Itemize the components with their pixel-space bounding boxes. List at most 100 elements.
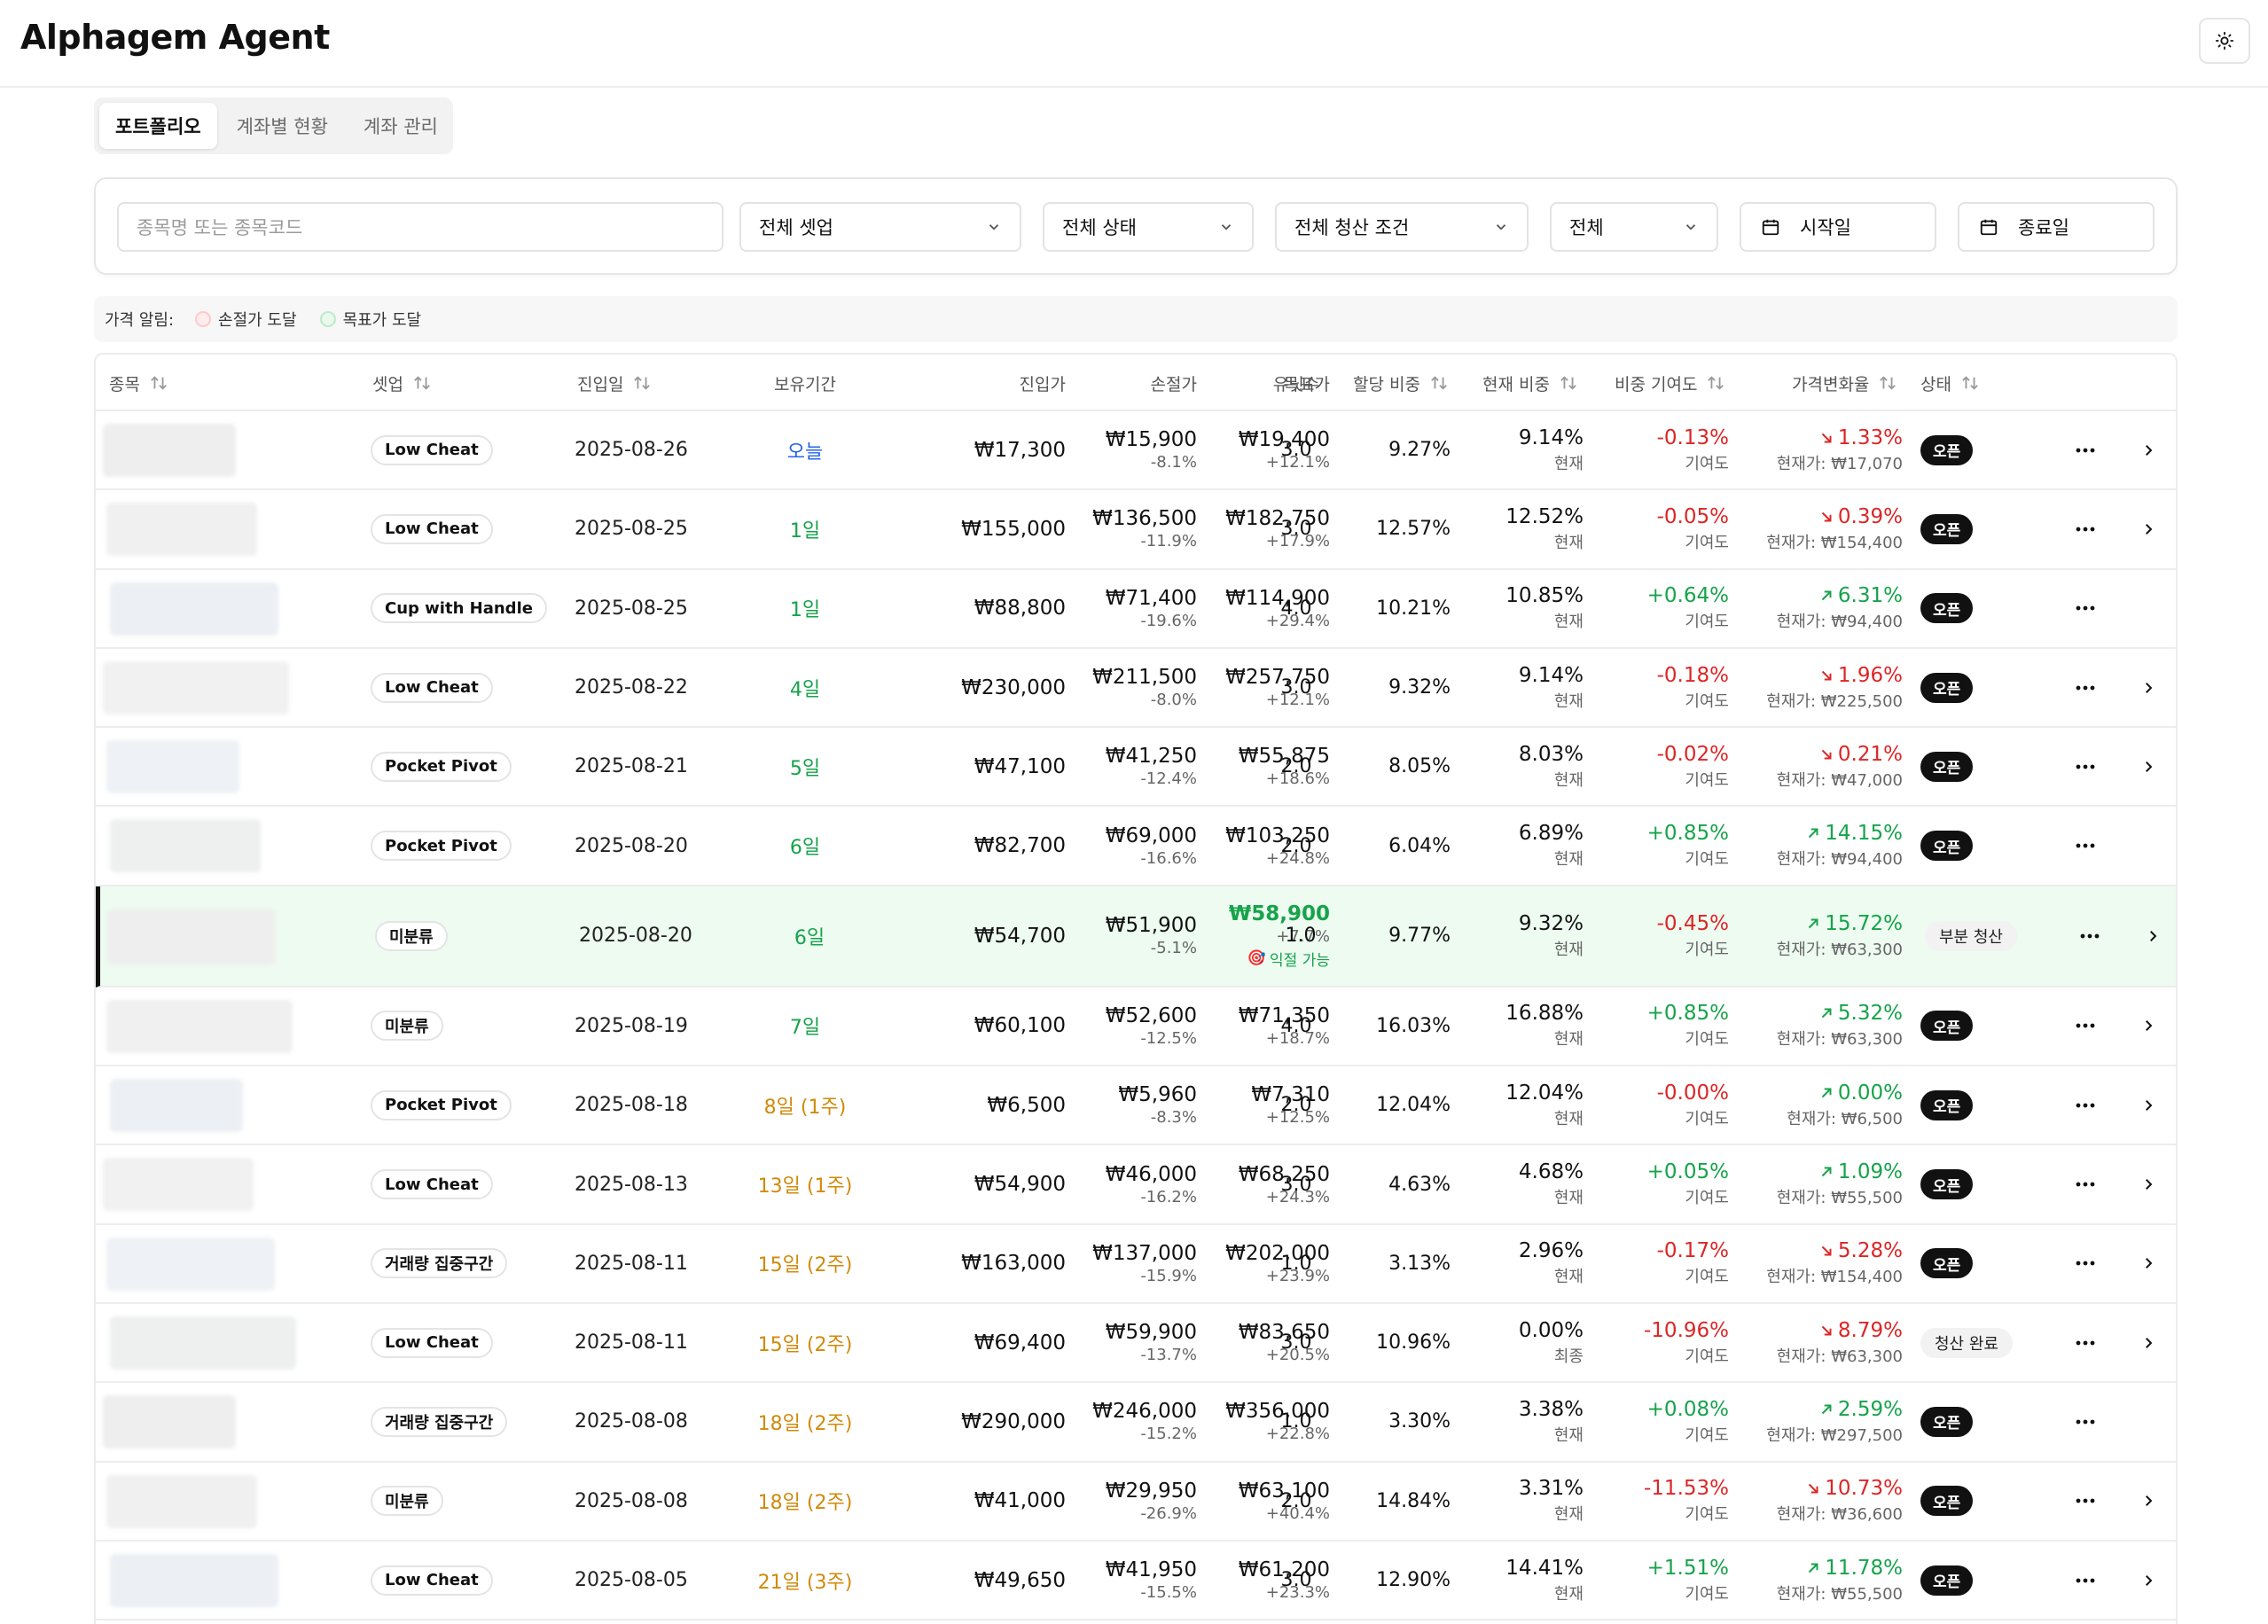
stock-name-cell[interactable]: [100, 886, 357, 986]
stock-name-cell[interactable]: [96, 1145, 353, 1222]
stop-price-cell: ₩5,960 -8.3%: [1118, 1066, 1197, 1144]
status-badge: 청산 완료: [1920, 1327, 2013, 1358]
entry-price: ₩88,800: [974, 597, 1066, 621]
table-row[interactable]: Pocket Pivot 2025-08-20 6일 ₩82,700 ₩69,000 -1…: [96, 807, 2176, 886]
tab-account-status[interactable]: 계좌별 현황: [236, 116, 328, 137]
more-actions-button[interactable]: [2066, 1463, 2105, 1540]
tab-account-management[interactable]: 계좌 관리: [363, 116, 438, 137]
stock-name-cell[interactable]: [96, 1304, 353, 1381]
expand-row-button[interactable]: [2135, 490, 2162, 567]
setup-badge: Low Cheat: [371, 672, 493, 703]
current-weight-label: 현재: [1553, 770, 1584, 790]
table-row[interactable]: Low Cheat 2025-08-11 15일 (2주) ₩69,400 ₩59,90…: [96, 1304, 2176, 1384]
current-weight-label: 현재: [1553, 1268, 1584, 1287]
table-row[interactable]: Pocket Pivot 2025-08-18 8일 (1주) ₩6,500 ₩5,96…: [96, 1066, 2176, 1146]
stock-name-cell[interactable]: [96, 490, 353, 567]
expand-row-button[interactable]: [2135, 649, 2162, 726]
stop-price: ₩136,500: [1092, 507, 1197, 531]
more-actions-button[interactable]: [2066, 1304, 2105, 1381]
target-price-cell: ₩19,400 +12.1%: [1239, 411, 1330, 488]
expand-row-button[interactable]: [2135, 1304, 2162, 1381]
stock-name-cell[interactable]: [96, 1225, 353, 1302]
end-date-picker[interactable]: 종료일: [1958, 202, 2155, 252]
stock-name-cell[interactable]: [96, 570, 353, 647]
table-row[interactable]: Pocket Pivot 2025-08-21 5일 ₩47,100 ₩41,250 -1…: [96, 728, 2176, 808]
current-weight: 9.14%: [1518, 426, 1584, 449]
current-weight-cell: 3.31% 현재: [1519, 1463, 1584, 1540]
expand-row-button[interactable]: [2135, 1463, 2162, 1540]
col-alloc-header[interactable]: 할당 비중: [1353, 355, 1449, 411]
more-actions-button[interactable]: [2066, 1383, 2105, 1460]
allocation-weight: 9.77%: [1388, 925, 1451, 948]
sort-icon: [1960, 374, 1980, 392]
table-row[interactable]: 미분류 2025-08-19 7일 ₩60,100 ₩52,600 -12.5% ₩71,3…: [96, 988, 2176, 1067]
tab-portfolio[interactable]: 포트폴리오: [99, 103, 217, 149]
table-row[interactable]: 미분류 2025-08-20 6일 ₩54,700 ₩51,900 -5.1% ₩58,90…: [96, 886, 2176, 988]
expand-row-button[interactable]: [2135, 988, 2162, 1065]
more-actions-button[interactable]: [2066, 807, 2105, 884]
setup-filter-select[interactable]: 전체 셋업: [739, 202, 1021, 252]
expand-row-button[interactable]: [2135, 1145, 2162, 1222]
price-change-cell: 10.73% 현재가: ₩36,600: [1777, 1463, 1903, 1540]
expand-row-button[interactable]: [2139, 886, 2166, 986]
more-actions-button[interactable]: [2066, 988, 2105, 1065]
table-row[interactable]: Low Cheat 2025-08-22 4일 ₩230,000 ₩211,500 -8.…: [96, 649, 2176, 729]
more-actions-button[interactable]: [2066, 570, 2105, 647]
col-current-weight-header[interactable]: 현재 비중: [1482, 355, 1578, 411]
stock-name-cell[interactable]: [96, 411, 353, 488]
all-filter-select[interactable]: 전체: [1550, 202, 1718, 252]
theme-toggle-button[interactable]: [2199, 18, 2250, 64]
stop-price: ₩59,900: [1105, 1321, 1197, 1345]
stock-name-cell[interactable]: [96, 1463, 353, 1540]
entry-price: ₩69,400: [974, 1331, 1066, 1355]
more-actions-button[interactable]: [2066, 1145, 2105, 1222]
target-percent: +23.3%: [1265, 1583, 1330, 1602]
col-contribution-header[interactable]: 비중 기여도: [1615, 355, 1725, 411]
col-status-header[interactable]: 상태: [1920, 355, 1980, 411]
setup-badge: 미분류: [371, 1011, 443, 1042]
more-actions-button[interactable]: [2066, 1225, 2105, 1302]
expand-row-button[interactable]: [2135, 1066, 2162, 1144]
current-weight: 9.32%: [1518, 911, 1584, 935]
exit-condition-filter-select[interactable]: 전체 청산 조건: [1275, 202, 1529, 252]
col-setup-header[interactable]: 셋업: [372, 355, 432, 411]
stock-name-cell[interactable]: [96, 1542, 353, 1619]
status-filter-select[interactable]: 전체 상태: [1043, 202, 1254, 252]
more-actions-button[interactable]: [2066, 649, 2105, 726]
table-row[interactable]: Low Cheat 2025-08-25 1일 ₩155,000 ₩136,500 -11…: [96, 490, 2176, 570]
entry-date: 2025-08-11: [575, 1252, 688, 1275]
stock-name-cell[interactable]: [96, 1383, 353, 1460]
col-name-header[interactable]: 종목: [109, 355, 168, 411]
more-actions-button[interactable]: [2066, 490, 2105, 567]
stock-name-cell[interactable]: [96, 807, 353, 884]
col-price-change-header[interactable]: 가격변화율: [1792, 355, 1897, 411]
stock-name-cell[interactable]: [96, 649, 353, 726]
sort-icon: [632, 374, 652, 392]
col-entry-date-header[interactable]: 진입일: [577, 355, 652, 411]
more-actions-button[interactable]: [2070, 886, 2109, 986]
table-row[interactable]: Low Cheat 2025-08-13 13일 (1주) ₩54,900 ₩46,00…: [96, 1145, 2176, 1225]
more-actions-button[interactable]: [2066, 1542, 2105, 1619]
table-row[interactable]: Cup with Handle 2025-08-25 1일 ₩88,800 ₩71,40…: [96, 570, 2176, 649]
search-input[interactable]: 종목명 또는 종목코드: [117, 202, 723, 252]
table-row[interactable]: 거래량 집중구간 2025-08-11 15일 (2주) ₩163,000 ₩137,0…: [96, 1225, 2176, 1304]
more-actions-button[interactable]: [2066, 728, 2105, 805]
more-actions-button[interactable]: [2066, 411, 2105, 488]
expand-row-button[interactable]: [2135, 411, 2162, 488]
table-row[interactable]: 미분류 2025-08-08 18일 (2주) ₩41,000 ₩29,950 -26.9…: [96, 1463, 2176, 1542]
expand-row-button[interactable]: [2135, 1225, 2162, 1302]
more-actions-button[interactable]: [2066, 1066, 2105, 1144]
table-row[interactable]: Low Cheat 2025-08-05 21일 (3주) ₩49,650 ₩41,95…: [96, 1542, 2176, 1621]
contribution-label: 기여도: [1685, 613, 1729, 632]
table-row[interactable]: 거래량 집중구간 2025-08-08 18일 (2주) ₩290,000 ₩246,0…: [96, 1383, 2176, 1463]
expand-row-button[interactable]: [2135, 728, 2162, 805]
price-change-cell: 1.09% 현재가: ₩55,500: [1777, 1145, 1903, 1222]
table-row[interactable]: Low Cheat 2025-08-26 오늘 ₩17,300 ₩15,900 -8.1%…: [96, 411, 2176, 491]
expand-row-button[interactable]: [2135, 1542, 2162, 1619]
holding-period: 18일 (2주): [757, 1492, 853, 1515]
stock-name-cell[interactable]: [96, 728, 353, 805]
start-date-picker[interactable]: 시작일: [1740, 202, 1936, 252]
stock-name-cell[interactable]: [96, 1066, 353, 1144]
col-entry-date-label: 진입일: [577, 374, 624, 394]
stock-name-cell[interactable]: [96, 988, 353, 1065]
